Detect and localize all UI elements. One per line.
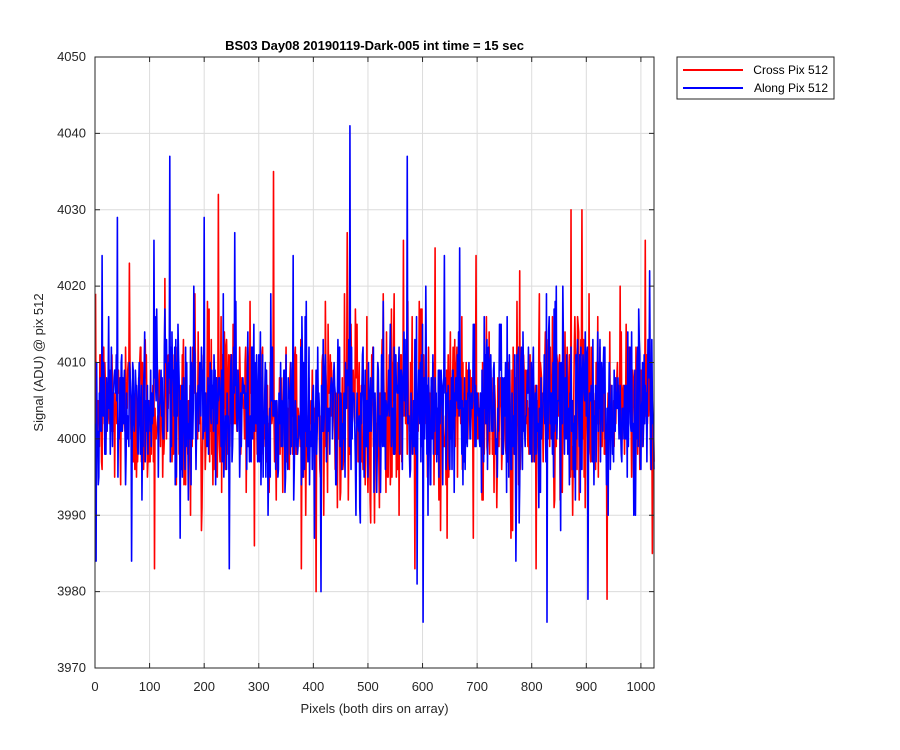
x-tick-label: 900 — [575, 679, 597, 694]
x-tick-label: 300 — [248, 679, 270, 694]
x-tick-label: 500 — [357, 679, 379, 694]
y-axis-label: Signal (ADU) @ pix 512 — [31, 293, 46, 431]
y-tick-label: 3980 — [57, 584, 86, 599]
axis-ticks: 0 100 200 300 400 500 600 700 800 900 1000 3970 3980… — [57, 49, 655, 694]
x-axis-label: Pixels (both dirs on array) — [300, 701, 448, 716]
x-tick-label: 600 — [412, 679, 434, 694]
y-tick-label: 4030 — [57, 202, 86, 217]
x-tick-label: 200 — [193, 679, 215, 694]
chart-title: BS03 Day08 20190119-Dark-005 int time = … — [225, 38, 524, 53]
y-tick-label: 4000 — [57, 431, 86, 446]
legend-label-along: Along Pix 512 — [754, 81, 828, 95]
x-tick-label: 0 — [91, 679, 98, 694]
y-tick-label: 3970 — [57, 660, 86, 675]
x-tick-label: 100 — [139, 679, 161, 694]
y-tick-label: 3990 — [57, 507, 86, 522]
x-tick-label: 800 — [521, 679, 543, 694]
x-tick-label: 700 — [466, 679, 488, 694]
series-line-along — [94, 124, 655, 623]
x-tick-label: 1000 — [626, 679, 655, 694]
y-tick-label: 4050 — [57, 49, 86, 64]
y-tick-label: 4040 — [57, 125, 86, 140]
y-tick-label: 4010 — [57, 355, 86, 370]
legend-label-cross: Cross Pix 512 — [753, 63, 828, 77]
series-layer — [94, 124, 655, 623]
legend-box — [676, 56, 835, 100]
legend: Cross Pix 512 Along Pix 512 — [676, 56, 835, 100]
x-tick-label: 400 — [303, 679, 325, 694]
y-tick-label: 4020 — [57, 278, 86, 293]
